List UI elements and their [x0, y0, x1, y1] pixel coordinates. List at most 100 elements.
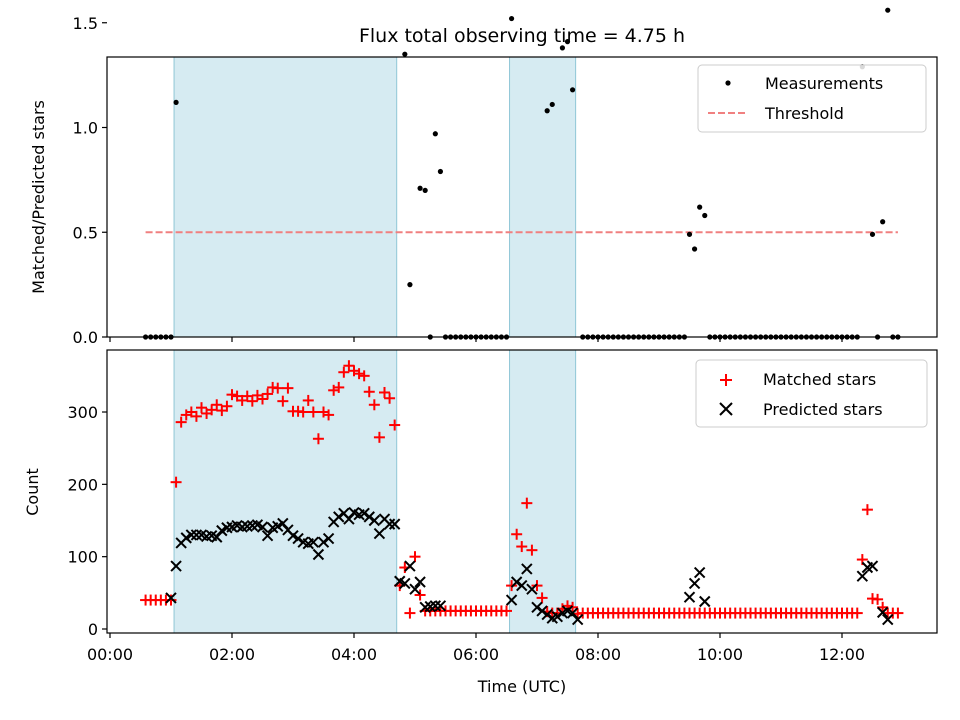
- matched-star-point: [516, 541, 528, 553]
- matched-star-point: [368, 399, 380, 411]
- x-axis-label: Time (UTC): [477, 677, 566, 696]
- matched-star-point: [851, 607, 863, 619]
- bottom-y-ticks: 0 100 200 300: [67, 403, 107, 639]
- predicted-star-point: [693, 566, 706, 579]
- matched-star-point: [175, 416, 187, 428]
- matched-star-point: [221, 400, 233, 412]
- x-tick-label: 04:00: [331, 645, 377, 664]
- matched-star-point: [307, 406, 319, 418]
- legend-matched-label: Matched stars: [763, 370, 876, 389]
- predicted-star-point: [343, 513, 355, 525]
- matched-star-point: [165, 594, 177, 606]
- top-legend: Measurements Threshold: [697, 64, 927, 133]
- predicted-star-point: [190, 529, 203, 541]
- predicted-star-point: [434, 600, 447, 612]
- measurement-point: [508, 15, 515, 22]
- measurement-point: [880, 219, 886, 225]
- matched-star-point: [323, 409, 335, 421]
- bottom-shaded-intervals: [173, 349, 577, 634]
- top-y-tick-label: 0.5: [73, 223, 98, 242]
- measurement-point: [417, 185, 423, 191]
- predicted-star-point: [277, 517, 289, 530]
- x-tick-label: 08:00: [575, 645, 621, 664]
- matched-star-point: [190, 410, 202, 422]
- matched-star-point: [226, 389, 238, 401]
- predicted-star-point: [876, 606, 889, 619]
- predicted-star-point: [536, 605, 548, 617]
- predicted-star-point: [404, 560, 416, 572]
- chart-title: Flux total observing time = 4.75 h: [359, 25, 685, 47]
- matched-star-point: [297, 406, 309, 418]
- matched-star-point: [506, 580, 518, 592]
- predicted-star-point: [373, 527, 386, 540]
- predicted-star-point: [409, 583, 421, 595]
- legend-measurements-marker: [725, 80, 731, 86]
- matched-star-point: [338, 366, 350, 378]
- matched-star-point: [389, 419, 401, 431]
- predicted-star-point: [292, 532, 304, 545]
- predicted-star-point: [510, 576, 523, 588]
- measurement-point: [437, 168, 444, 175]
- matched-star-point: [302, 394, 314, 406]
- predicted-star-point: [261, 529, 274, 542]
- top-y-tick-label: 1.5: [73, 14, 98, 33]
- bottom-panel: 0 100 200 300 00:00 02:00 04:00 06:00 08:00 10:0…: [23, 349, 938, 696]
- predicted-star-point: [322, 532, 335, 545]
- matched-star-point: [333, 381, 345, 393]
- matched-star-point: [521, 497, 533, 509]
- legend-threshold-label: Threshold: [764, 104, 844, 123]
- bottom-legend: Matched stars Predicted stars: [695, 359, 928, 428]
- matched-star-point: [312, 433, 324, 445]
- predicted-star-point: [388, 518, 401, 530]
- bottom-x-ticks: 00:00 02:00 04:00 06:00 08:00 10:00 12:00: [87, 633, 865, 664]
- predicted-star-point: [358, 507, 370, 519]
- matched-star-point: [358, 370, 370, 382]
- top-y-axis-label: Matched/Predicted stars: [29, 100, 48, 294]
- shaded-interval-0: [173, 349, 398, 634]
- matched-star-point: [241, 390, 253, 402]
- predicted-star-point: [683, 591, 696, 603]
- measurement-point: [402, 51, 408, 57]
- bottom-y-tick-label: 100: [67, 548, 98, 567]
- measurement-point: [691, 246, 698, 252]
- predicted-star-point: [307, 536, 320, 548]
- measurement-point: [544, 108, 550, 114]
- predicted-star-point: [429, 600, 442, 612]
- measurement-point: [686, 231, 693, 237]
- predicted-star-point: [566, 607, 579, 619]
- measurement-point: [407, 282, 413, 288]
- matched-star-point: [363, 386, 375, 398]
- measurement-point: [697, 204, 703, 210]
- matched-star-point: [526, 544, 538, 556]
- predicted-star-point: [699, 595, 711, 608]
- x-tick-label: 02:00: [209, 645, 255, 664]
- predicted-star-point: [363, 511, 375, 523]
- predicted-star-point: [368, 514, 381, 527]
- matched-star-point: [206, 404, 218, 416]
- shaded-interval-1: [509, 56, 577, 338]
- legend-measurements-label: Measurements: [765, 74, 883, 93]
- measurement-point: [885, 7, 891, 13]
- legend-matched-marker: [720, 374, 732, 386]
- x-tick-label: 12:00: [819, 645, 865, 664]
- matched-star-point: [353, 368, 365, 380]
- matched-star-point: [272, 382, 284, 394]
- matched-star-point: [892, 607, 904, 619]
- matched-star-point: [343, 360, 355, 372]
- matched-star-point: [196, 402, 207, 414]
- predicted-star-point: [541, 608, 553, 621]
- matched-star-point: [501, 605, 512, 617]
- predicted-stars-series: [165, 506, 894, 626]
- predicted-star-point: [170, 560, 182, 572]
- matched-star-point: [384, 392, 396, 404]
- top-y-tick-label: 0.0: [73, 328, 98, 347]
- matched-star-point: [379, 386, 390, 398]
- predicted-star-point: [185, 529, 198, 541]
- matched-star-point: [531, 580, 543, 592]
- predicted-star-point: [505, 594, 518, 606]
- x-tick-label: 06:00: [453, 645, 499, 664]
- bottom-y-tick-label: 300: [67, 403, 98, 422]
- predicted-star-point: [312, 548, 325, 561]
- matched-star-point: [282, 382, 294, 394]
